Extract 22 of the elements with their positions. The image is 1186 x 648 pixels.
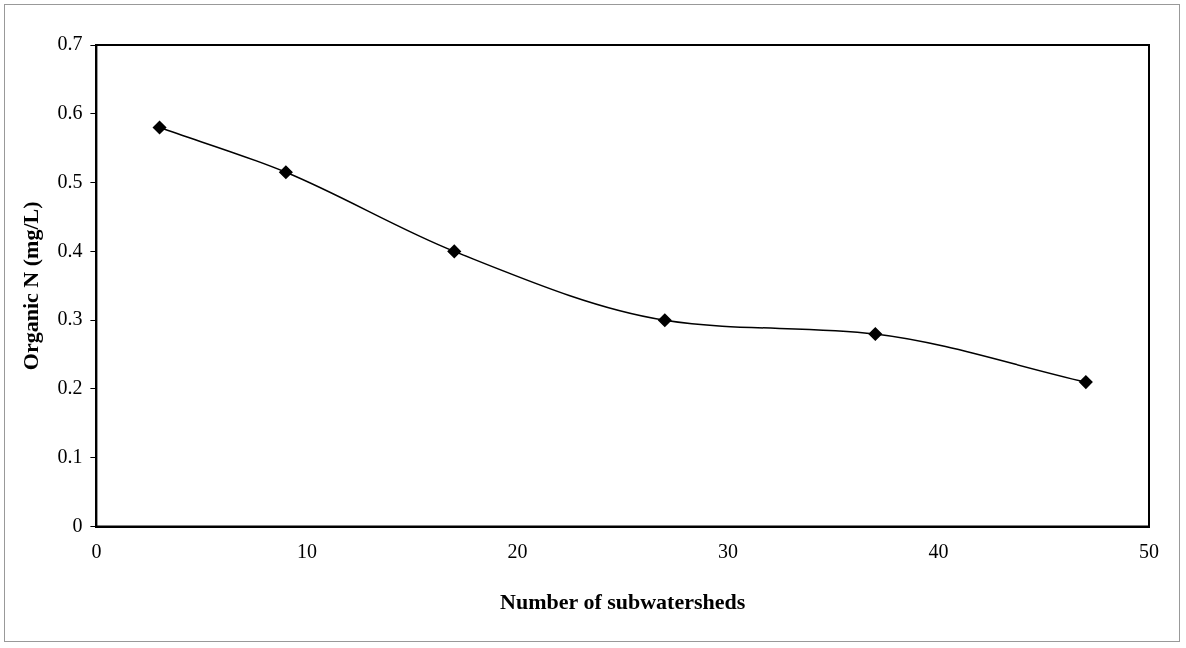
y-axis-title: Organic N (mg/L) — [17, 201, 43, 371]
point — [1079, 375, 1093, 389]
x-tick-label: 20 — [507, 539, 528, 562]
x-tick-label: 40 — [928, 539, 949, 562]
x-tick-label: 0 — [91, 539, 102, 562]
y-tick-label: 0.6 — [57, 101, 83, 124]
y-tick-label: 0.4 — [57, 238, 83, 261]
point — [658, 313, 672, 327]
x-axis-title: Number of subwatersheds — [500, 589, 746, 615]
y-tick-label: 0.3 — [57, 307, 83, 330]
x-tick-label: 10 — [296, 539, 317, 562]
point — [868, 327, 883, 341]
y-tick-label: 0.1 — [57, 445, 83, 468]
x-tick-label: 50 — [1139, 539, 1159, 562]
point — [279, 165, 293, 180]
y-tick-label: 0.5 — [57, 169, 83, 192]
x-tick-label: 30 — [717, 539, 738, 562]
y-tick-label: 0 — [72, 513, 83, 536]
y-tick-label: 0.2 — [57, 376, 83, 399]
y-tick-label: 0.7 — [57, 32, 83, 55]
point — [152, 120, 167, 135]
point — [447, 244, 462, 259]
